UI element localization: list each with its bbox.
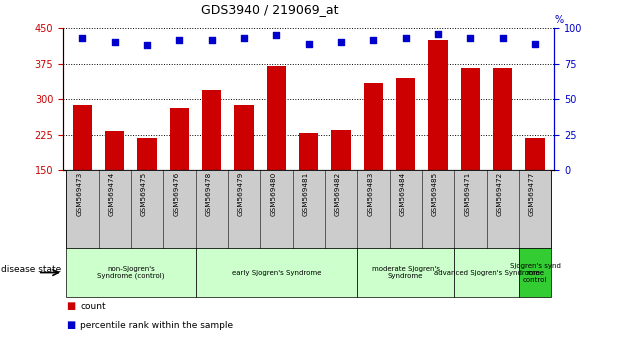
Point — [77, 35, 88, 41]
Text: advanced Sjogren's Syndrome: advanced Sjogren's Syndrome — [433, 270, 539, 275]
Text: GSM569483: GSM569483 — [367, 172, 374, 216]
Text: GSM569482: GSM569482 — [335, 172, 341, 216]
Bar — [364, 82, 383, 241]
Point — [175, 37, 185, 42]
Text: GSM569481: GSM569481 — [302, 172, 309, 216]
Text: GSM569484: GSM569484 — [399, 172, 406, 216]
Bar — [428, 40, 448, 241]
Point — [433, 31, 443, 37]
Text: Sjogren's synd
rome
control: Sjogren's synd rome control — [510, 263, 561, 282]
Point — [142, 42, 152, 48]
Text: GSM569479: GSM569479 — [238, 172, 244, 216]
Bar — [202, 90, 221, 241]
Point — [336, 40, 346, 45]
Bar — [525, 138, 545, 241]
Text: ■: ■ — [66, 320, 76, 330]
Text: GSM569471: GSM569471 — [464, 172, 471, 216]
Point — [207, 37, 217, 42]
Bar — [461, 68, 480, 241]
Point — [239, 35, 249, 41]
Text: count: count — [80, 302, 106, 310]
Text: GSM569475: GSM569475 — [141, 172, 147, 216]
Bar — [331, 130, 351, 241]
Text: early Sjogren's Syndrome: early Sjogren's Syndrome — [232, 270, 321, 275]
Text: GSM569476: GSM569476 — [173, 172, 180, 216]
Text: GSM569478: GSM569478 — [206, 172, 212, 216]
Bar — [72, 105, 92, 241]
Text: GSM569474: GSM569474 — [109, 172, 115, 216]
Point — [530, 41, 540, 47]
Text: non-Sjogren's
Syndrome (control): non-Sjogren's Syndrome (control) — [97, 266, 164, 279]
Bar — [493, 68, 512, 241]
Text: GDS3940 / 219069_at: GDS3940 / 219069_at — [200, 3, 338, 16]
Bar — [105, 131, 124, 241]
Text: GSM569480: GSM569480 — [270, 172, 277, 216]
Text: %: % — [554, 16, 563, 25]
Point — [304, 41, 314, 47]
Text: percentile rank within the sample: percentile rank within the sample — [80, 321, 233, 330]
Text: moderate Sjogren's
Syndrome: moderate Sjogren's Syndrome — [372, 266, 440, 279]
Point — [272, 33, 282, 38]
Bar — [234, 105, 254, 241]
Bar — [266, 66, 286, 241]
Text: disease state: disease state — [1, 264, 61, 274]
Bar — [299, 133, 318, 241]
Point — [369, 37, 379, 42]
Point — [110, 40, 120, 45]
Point — [466, 35, 476, 41]
Bar — [137, 138, 157, 241]
Text: GSM569472: GSM569472 — [496, 172, 503, 216]
Text: GSM569485: GSM569485 — [432, 172, 438, 216]
Text: ■: ■ — [66, 301, 76, 311]
Text: GSM569473: GSM569473 — [76, 172, 83, 216]
Bar — [396, 78, 415, 241]
Bar — [169, 108, 189, 241]
Text: GSM569477: GSM569477 — [529, 172, 535, 216]
Point — [401, 35, 411, 41]
Point — [498, 35, 508, 41]
